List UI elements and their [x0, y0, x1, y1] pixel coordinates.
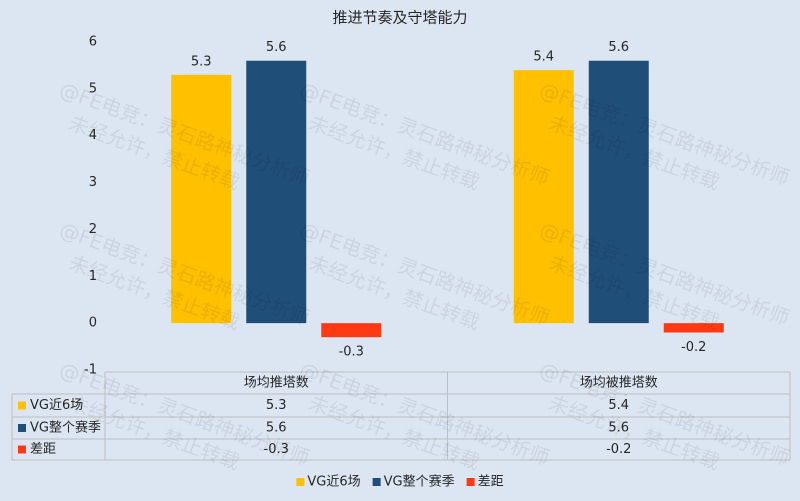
table-row-label: VG近6场: [30, 398, 83, 413]
legend-label: VG近6场: [307, 475, 360, 490]
x-tick-label: 场均推塔数: [244, 376, 309, 391]
table-row-label: VG整个赛季: [30, 420, 101, 436]
data-label: 5.4: [533, 50, 554, 65]
y-tick-label: -1: [84, 363, 97, 378]
data-label: -0.3: [339, 345, 364, 360]
table-cell: 5.6: [266, 421, 287, 436]
bar: [588, 60, 649, 324]
y-tick-label: 2: [89, 222, 97, 237]
legend-swatch: [18, 401, 26, 410]
table-cell: 5.3: [266, 398, 287, 413]
legend-swatch: [18, 445, 26, 454]
table-cell: -0.2: [606, 442, 631, 457]
data-label: 5.6: [608, 40, 629, 55]
legend-swatch: [372, 478, 381, 486]
y-tick-label: 1: [89, 269, 97, 284]
bar: [663, 323, 724, 333]
data-label: -0.2: [681, 340, 706, 355]
chart-title: 推进节奏及守塔能力: [332, 9, 467, 27]
legend-swatch: [296, 478, 305, 486]
data-label: 5.3: [191, 54, 212, 69]
bar: [321, 323, 382, 338]
y-tick-label: 4: [89, 128, 97, 143]
table-cell: 5.4: [608, 398, 629, 413]
legend-swatch: [18, 424, 26, 432]
table-row-label: 差距: [30, 442, 56, 457]
table-cell: 5.6: [608, 421, 629, 436]
y-tick-label: 0: [89, 316, 97, 331]
y-tick-label: 6: [89, 35, 97, 50]
x-tick-label: 场均被推塔数: [580, 376, 658, 391]
bar: [171, 74, 232, 324]
legend-label: 差距: [478, 475, 504, 490]
table-cell: -0.3: [264, 442, 289, 457]
legend: VG近6场 VG整个赛季 差距: [296, 474, 504, 490]
y-tick-label: 5: [89, 81, 97, 96]
legend-swatch: [466, 478, 475, 486]
legend-label: VG整个赛季: [384, 474, 455, 490]
data-label: 5.6: [266, 40, 287, 55]
bar: [513, 70, 574, 324]
y-tick-label: 3: [89, 175, 97, 190]
bar: [246, 60, 307, 324]
